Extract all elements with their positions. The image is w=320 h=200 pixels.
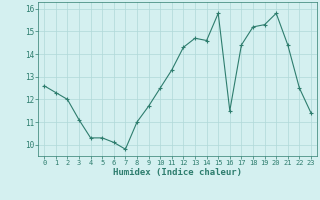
- X-axis label: Humidex (Indice chaleur): Humidex (Indice chaleur): [113, 168, 242, 177]
